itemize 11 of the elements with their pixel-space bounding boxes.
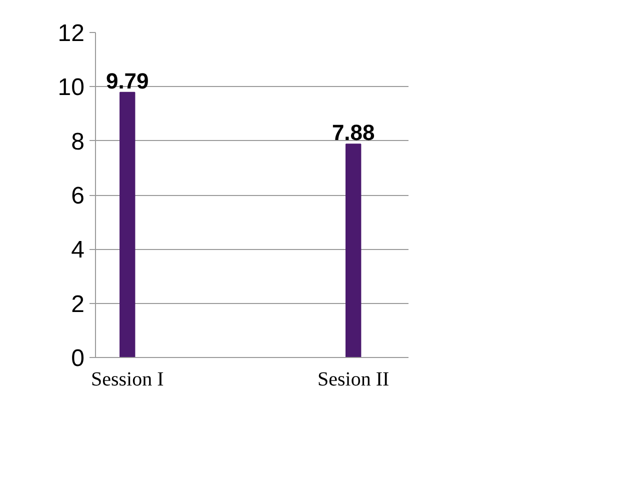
x-tick-label: Session I bbox=[90, 368, 164, 390]
y-tick-label: 12 bbox=[58, 20, 85, 47]
y-tick-label: 4 bbox=[71, 236, 85, 264]
y-tick-label: 10 bbox=[58, 74, 85, 102]
data-label: 7.88 bbox=[332, 120, 375, 146]
y-tick-label: 6 bbox=[71, 182, 85, 210]
y-tick-label: 0 bbox=[71, 345, 85, 372]
y-tick-label: 8 bbox=[71, 128, 85, 156]
x-tick-label: Sesion II bbox=[318, 368, 390, 390]
data-label: 9.79 bbox=[106, 68, 149, 94]
y-tick-label: 2 bbox=[71, 290, 85, 318]
